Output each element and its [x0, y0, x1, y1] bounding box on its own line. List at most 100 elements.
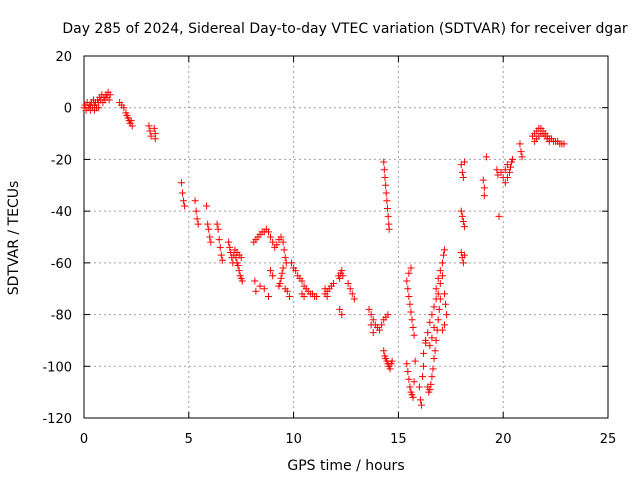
data-point — [292, 267, 300, 275]
data-point — [256, 282, 264, 290]
data-point — [348, 290, 356, 298]
data-point — [105, 96, 113, 104]
data-point — [181, 202, 189, 210]
x-tick-label: 15 — [390, 432, 407, 447]
data-point — [518, 153, 526, 161]
data-point — [300, 292, 308, 300]
data-point — [380, 158, 388, 166]
data-point — [422, 339, 430, 347]
y-tick-label: -40 — [51, 205, 72, 220]
data-point — [428, 373, 436, 381]
x-tick-label: 10 — [285, 432, 302, 447]
data-point — [405, 292, 413, 300]
data-point — [560, 140, 568, 148]
data-point — [385, 225, 393, 233]
data-points — [80, 88, 568, 409]
data-point — [382, 189, 390, 197]
data-point — [427, 380, 435, 388]
data-point — [419, 373, 427, 381]
data-point — [273, 241, 281, 249]
data-point — [424, 329, 432, 337]
data-point — [127, 117, 135, 125]
data-point — [204, 220, 212, 228]
data-point — [150, 124, 158, 132]
data-point — [145, 122, 153, 130]
data-point — [205, 225, 213, 233]
data-point — [441, 321, 449, 329]
data-point — [406, 383, 414, 391]
data-point — [388, 357, 396, 365]
data-point — [217, 251, 225, 259]
data-point — [120, 104, 128, 112]
data-point — [180, 197, 188, 205]
data-point — [495, 212, 503, 220]
data-point — [430, 303, 438, 311]
data-point — [269, 238, 277, 246]
data-point — [95, 104, 103, 112]
data-point — [443, 311, 451, 319]
data-point — [436, 267, 444, 275]
data-point — [503, 161, 511, 169]
data-point — [225, 238, 233, 246]
data-point — [344, 280, 352, 288]
data-point — [503, 174, 511, 182]
data-point — [216, 243, 224, 251]
data-point — [460, 223, 468, 231]
data-point — [191, 197, 199, 205]
data-point — [516, 140, 524, 148]
data-point — [369, 316, 377, 324]
data-point — [409, 393, 417, 401]
data-point — [417, 401, 425, 409]
data-point — [426, 386, 434, 394]
data-point — [517, 148, 525, 156]
data-point — [459, 174, 467, 182]
data-point — [435, 305, 443, 313]
data-point — [338, 267, 346, 275]
data-point — [434, 316, 442, 324]
data-point — [431, 347, 439, 355]
data-point — [194, 220, 202, 228]
data-point — [408, 316, 416, 324]
data-point — [438, 326, 446, 334]
data-point — [501, 166, 509, 174]
data-point — [218, 256, 226, 264]
data-point — [407, 308, 415, 316]
data-point — [323, 292, 331, 300]
data-point — [269, 272, 277, 280]
grid-lines — [84, 56, 608, 418]
data-point — [285, 292, 293, 300]
data-point — [336, 305, 344, 313]
data-point — [434, 290, 442, 298]
data-point — [438, 259, 446, 267]
tick-labels: 0 5 10 15 20 25 20 0 -20 -40 -60 -80 -100 -120 — [42, 50, 616, 447]
data-point — [458, 168, 466, 176]
data-point — [439, 251, 447, 259]
data-point — [321, 285, 329, 293]
data-point — [430, 324, 438, 331]
x-tick-label: 0 — [80, 432, 88, 447]
data-point — [128, 122, 136, 130]
data-point — [179, 189, 187, 197]
data-point — [409, 324, 417, 331]
data-point — [151, 135, 159, 143]
data-point — [420, 349, 428, 357]
data-point — [386, 365, 394, 373]
data-point — [432, 336, 440, 344]
data-point — [288, 259, 296, 267]
data-point — [234, 261, 242, 269]
data-point — [428, 311, 436, 319]
data-point — [264, 228, 272, 236]
data-point — [416, 396, 424, 404]
data-point — [505, 168, 513, 176]
data-point — [545, 137, 553, 145]
data-point — [403, 277, 411, 285]
data-point — [482, 153, 490, 161]
data-point — [426, 342, 434, 350]
data-point — [338, 311, 346, 319]
x-tick-label: 25 — [600, 432, 617, 447]
data-point — [430, 355, 438, 363]
data-point — [213, 220, 221, 228]
data-point — [406, 300, 414, 308]
data-point — [207, 238, 215, 246]
data-point — [238, 277, 246, 285]
